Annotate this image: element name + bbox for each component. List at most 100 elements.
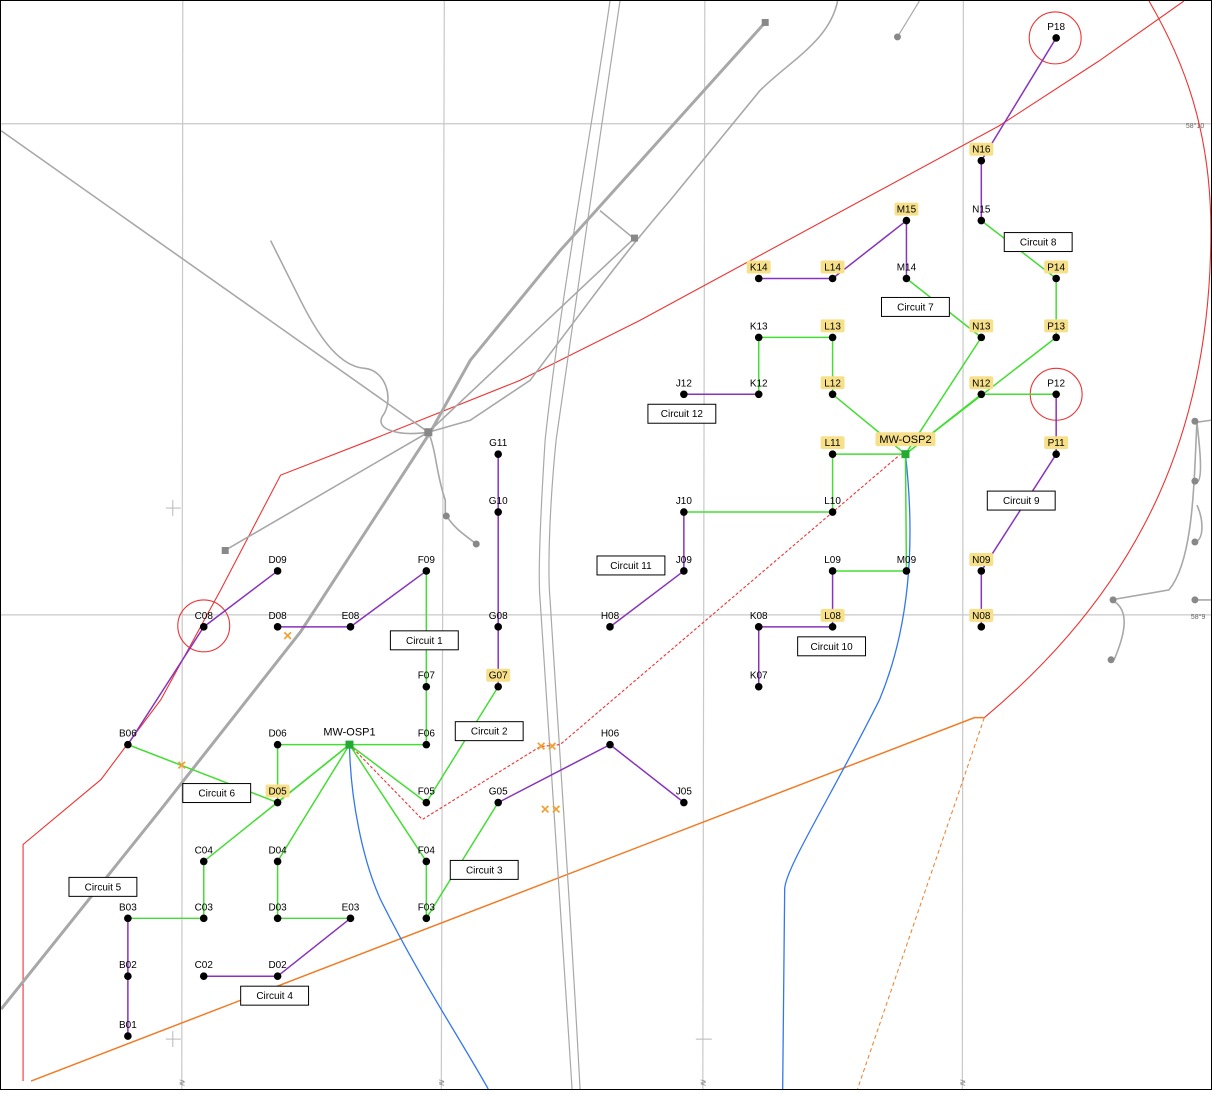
turbine-f05[interactable]: F05 [418, 787, 436, 807]
turbine-n16[interactable]: N16 [969, 142, 994, 165]
turbine-l13[interactable]: L13 [820, 319, 845, 342]
turbine-j10[interactable]: J10 [676, 496, 693, 516]
turbine-d04[interactable]: D04 [268, 845, 287, 866]
turbine-p13[interactable]: P13 [1044, 319, 1069, 342]
turbine-l08[interactable]: L08 [820, 608, 845, 631]
substation-mw-osp1[interactable]: MW-OSP1 [323, 727, 376, 749]
turbine-n12[interactable]: N12 [969, 376, 994, 399]
turbine-d03[interactable]: D03 [268, 902, 287, 923]
turbine-marker [273, 798, 282, 807]
turbine-p14[interactable]: P14 [1044, 260, 1069, 283]
turbine-l12[interactable]: L12 [820, 376, 845, 399]
turbine-label: P11 [1048, 438, 1065, 449]
turbine-m14[interactable]: M14 [897, 263, 917, 283]
turbine-h08[interactable]: H08 [601, 611, 620, 631]
turbine-b02[interactable]: B02 [119, 960, 137, 981]
turbine-d06[interactable]: D06 [268, 729, 287, 749]
turbine-l09[interactable]: L09 [824, 555, 841, 575]
svg-text:Circuit 2: Circuit 2 [471, 727, 508, 738]
turbine-j05[interactable]: J05 [676, 787, 693, 807]
turbine-m09[interactable]: M09 [897, 555, 917, 575]
turbine-f03[interactable]: F03 [418, 902, 436, 923]
turbine-highlight [820, 260, 845, 274]
turbine-label: L10 [824, 496, 841, 507]
substation-mw-osp2[interactable]: MW-OSP2 [875, 432, 936, 459]
turbine-b03[interactable]: B03 [119, 902, 137, 923]
turbine-c04[interactable]: C04 [195, 845, 214, 866]
turbine-g05[interactable]: G05 [489, 787, 508, 807]
turbine-m15[interactable]: M15 [894, 202, 919, 225]
svg-text:≷: ≷ [700, 1078, 707, 1087]
turbine-n08[interactable]: N08 [969, 608, 994, 631]
cable-d09-c08 [203, 570, 279, 628]
turbine-label: D05 [268, 787, 287, 798]
turbine-f06[interactable]: F06 [418, 729, 436, 749]
turbine-p11[interactable]: P11 [1044, 436, 1069, 458]
bottom-ticks: ≷ ≷ ≷ ≷ [179, 1078, 966, 1087]
turbine-g11[interactable]: G11 [489, 438, 508, 458]
turbine-label: G07 [489, 671, 508, 682]
cable-b06-d05 [127, 743, 278, 804]
turbine-k12[interactable]: K12 [750, 378, 768, 399]
turbine-c08[interactable]: C08 [195, 611, 214, 631]
turbine-marker [199, 623, 208, 631]
turbine-n15[interactable]: N15 [972, 205, 991, 225]
turbine-b01[interactable]: B01 [119, 1020, 137, 1040]
turbine-label: N13 [972, 321, 991, 332]
turbine-highlight [969, 376, 994, 390]
turbine-k08[interactable]: K08 [750, 611, 768, 631]
circuit-label-10: Circuit 10 [797, 636, 867, 657]
turbine-l10[interactable]: L10 [824, 496, 841, 516]
turbine-highlight [969, 319, 994, 333]
turbine-label: L14 [824, 263, 841, 274]
turbine-g08[interactable]: G08 [489, 611, 508, 631]
turbine-k13[interactable]: K13 [750, 321, 768, 342]
turbine-b06[interactable]: B06 [119, 729, 137, 749]
cable-crossing-marker: ✕ [283, 629, 293, 643]
turbine-highlight [1044, 260, 1069, 274]
turbine-highlight [820, 376, 845, 390]
turbine-k14[interactable]: K14 [746, 260, 771, 283]
turbine-p12[interactable]: P12 [1047, 378, 1065, 399]
turbine-n13[interactable]: N13 [969, 319, 994, 342]
turbine-g07[interactable]: G07 [486, 668, 511, 691]
turbine-marker [1052, 333, 1060, 342]
turbine-marker [977, 623, 986, 631]
turbine-e03[interactable]: E03 [342, 902, 360, 923]
turbine-l14[interactable]: L14 [820, 260, 845, 283]
turbine-marker [606, 740, 614, 749]
turbine-d02[interactable]: D02 [268, 960, 287, 981]
turbine-label: K12 [750, 378, 768, 389]
turbine-f07[interactable]: F07 [418, 671, 436, 691]
turbine-l11[interactable]: L11 [820, 436, 845, 458]
turbine-j12[interactable]: J12 [676, 378, 693, 399]
turbines: B01 B02 B03 B06 C02 C03 C04 C08 D02 D03 D04 D05 D06 D… [119, 22, 1069, 1040]
turbine-label: B02 [119, 960, 137, 971]
turbine-c03[interactable]: C03 [195, 902, 214, 923]
turbine-j09[interactable]: J09 [676, 555, 693, 575]
turbine-g10[interactable]: G10 [489, 496, 508, 516]
turbine-marker [828, 623, 837, 631]
turbine-k07[interactable]: K07 [750, 671, 768, 691]
cable-n16-p18 [980, 37, 1057, 162]
circuit-label-8: Circuit 8 [1003, 232, 1073, 253]
turbine-highlight [486, 668, 511, 682]
turbine-c02[interactable]: C02 [195, 960, 214, 981]
turbine-highlight [746, 260, 771, 274]
turbine-e08[interactable]: E08 [342, 611, 360, 631]
turbine-label: J12 [676, 378, 693, 389]
turbine-d09[interactable]: D09 [268, 555, 287, 575]
turbine-marker [1052, 34, 1060, 42]
turbine-d08[interactable]: D08 [268, 611, 287, 631]
turbine-h06[interactable]: H06 [601, 729, 620, 749]
turbine-f09[interactable]: F09 [418, 555, 436, 575]
turbine-p18[interactable]: P18 [1047, 22, 1065, 42]
turbine-n09[interactable]: N09 [969, 552, 994, 575]
crossing-markers: ✕✕✕ ✕✕ ✕ [177, 629, 561, 817]
turbine-marker [977, 333, 986, 342]
turbine-f04[interactable]: F04 [418, 845, 436, 866]
turbine-d05[interactable]: D05 [265, 784, 290, 807]
cable-crossing-marker: ✕ [551, 803, 561, 817]
turbine-label: K08 [750, 611, 768, 622]
